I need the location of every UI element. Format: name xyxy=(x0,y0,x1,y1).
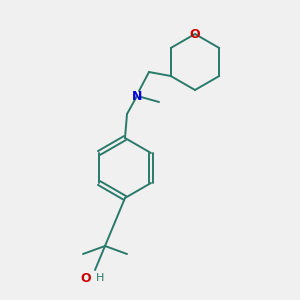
Text: N: N xyxy=(132,89,142,103)
Text: O: O xyxy=(190,28,200,40)
Text: O: O xyxy=(81,272,91,284)
Text: H: H xyxy=(96,273,104,283)
